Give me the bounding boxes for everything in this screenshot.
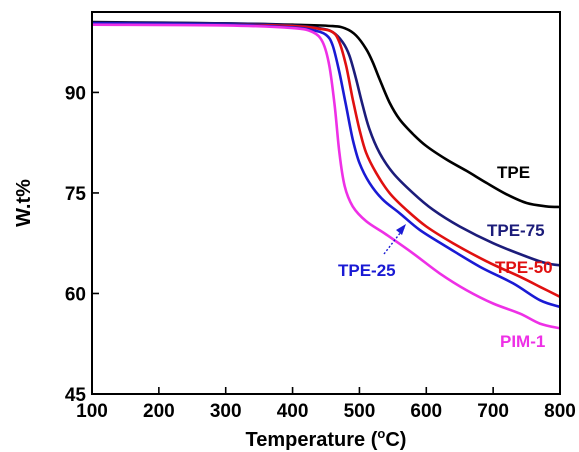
plot-frame xyxy=(91,11,561,395)
plot-area xyxy=(91,11,561,395)
x-tick-label: 700 xyxy=(477,401,509,422)
y-tick-label: 75 xyxy=(65,184,87,205)
x-tick-label: 400 xyxy=(277,401,309,422)
x-axis-title-unit: C) xyxy=(385,429,406,451)
series-line-tpe-25 xyxy=(92,22,560,309)
x-tick-label: 200 xyxy=(143,401,175,422)
series-label-tpe-50: TPE-50 xyxy=(495,258,553,277)
y-axis-title: W.t% xyxy=(13,179,35,227)
x-axis-title-main: Temperature ( xyxy=(246,429,378,451)
series-label-tpe: TPE xyxy=(497,163,530,182)
x-axis-title-degree: o xyxy=(377,426,385,441)
tpe-25-pointer-arrowhead xyxy=(396,224,406,235)
tpe-25-pointer xyxy=(383,224,406,255)
series-labels: TPE TPE-75 TPE-50 TPE-25 PIM-1 xyxy=(338,163,553,351)
ticks-layer: 100 200 300 400 500 600 700 800 45 60 75 90 xyxy=(65,83,576,422)
series-label-tpe-75: TPE-75 xyxy=(487,221,545,240)
x-tick-label: 300 xyxy=(210,401,242,422)
tpe-25-pointer-line xyxy=(383,227,405,255)
x-tick-label: 800 xyxy=(544,401,576,422)
series-layer xyxy=(92,20,560,330)
y-tick-label: 60 xyxy=(65,284,86,305)
series-line-tpe-50 xyxy=(92,22,560,298)
x-axis-title: Temperature (oC) xyxy=(246,426,407,451)
y-tick-label: 45 xyxy=(65,385,87,406)
y-tick-label: 90 xyxy=(65,83,86,104)
x-tick-label: 500 xyxy=(344,401,376,422)
x-tick-label: 600 xyxy=(410,401,442,422)
series-label-tpe-25: TPE-25 xyxy=(338,261,396,280)
series-label-pim-1: PIM-1 xyxy=(500,332,545,351)
series-line-tpe xyxy=(92,20,560,209)
series-line-pim-1 xyxy=(92,23,560,330)
x-tick-label: 100 xyxy=(76,401,108,422)
